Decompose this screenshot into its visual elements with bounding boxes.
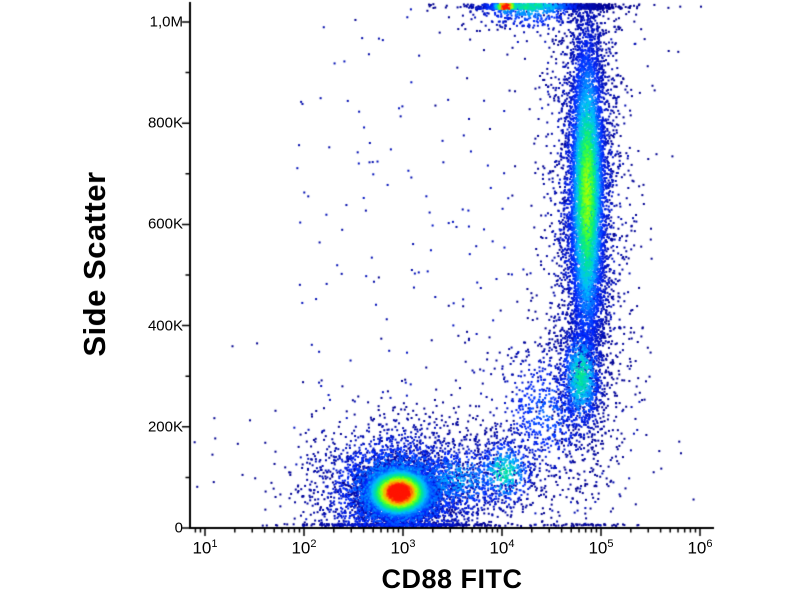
y-tick-label: 400K bbox=[147, 317, 183, 335]
x-tick-exponent: 6 bbox=[706, 538, 713, 550]
x-tick-base: 10 bbox=[489, 538, 509, 558]
y-tick-label: 0 bbox=[174, 519, 183, 537]
x-tick-label: 101 bbox=[192, 538, 217, 559]
x-tick-exponent: 4 bbox=[508, 538, 515, 550]
x-tick-base: 10 bbox=[291, 538, 311, 558]
y-tick-label: 200K bbox=[147, 418, 183, 436]
x-tick-exponent: 3 bbox=[409, 538, 416, 550]
x-tick-exponent: 2 bbox=[310, 538, 317, 550]
x-tick-base: 10 bbox=[588, 538, 608, 558]
x-tick-label: 106 bbox=[687, 538, 712, 559]
y-tick-label: 600K bbox=[147, 215, 183, 233]
x-tick-exponent: 5 bbox=[607, 538, 614, 550]
x-tick-base: 10 bbox=[390, 538, 410, 558]
x-tick-exponent: 1 bbox=[211, 538, 218, 550]
x-tick-base: 10 bbox=[192, 538, 212, 558]
x-tick-base: 10 bbox=[687, 538, 707, 558]
x-tick-label: 103 bbox=[390, 538, 415, 559]
x-tick-label: 104 bbox=[489, 538, 514, 559]
x-tick-label: 105 bbox=[588, 538, 613, 559]
y-tick-label: 1,0M bbox=[149, 13, 183, 31]
y-axis-label: Side Scatter bbox=[77, 171, 112, 357]
x-axis-label: CD88 FITC bbox=[381, 564, 523, 594]
y-tick-label: 800K bbox=[147, 114, 183, 132]
x-tick-label: 102 bbox=[291, 538, 316, 559]
